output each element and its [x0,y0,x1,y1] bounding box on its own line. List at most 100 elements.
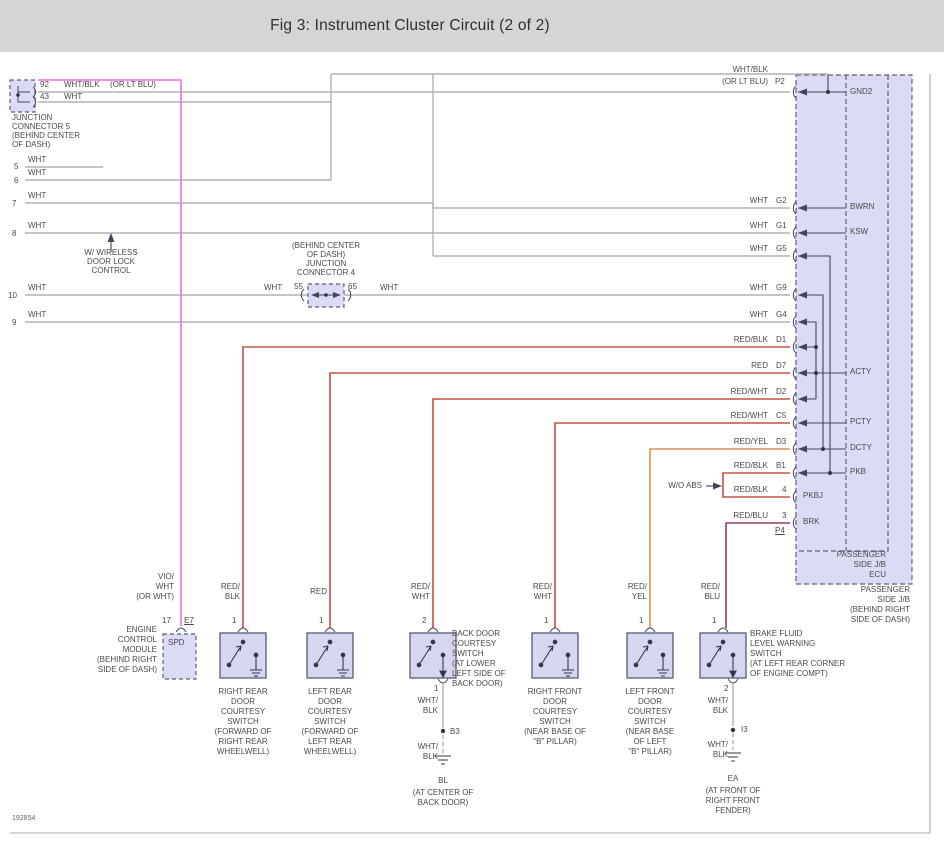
lf-name-7: "B" PILLAR) [628,747,672,756]
row9-num: 9 [12,318,17,327]
jb-label-4: SIDE OF DASH) [850,615,910,624]
jc4-wht-left: WHT [264,283,283,292]
rf-name-4: SWITCH [539,717,571,726]
rr-name-4: SWITCH [227,717,259,726]
g9-color: WHT [749,283,768,292]
bd-name-2: COURTESY [452,639,497,648]
jb-pcty: PCTY [850,417,872,426]
jc4-pin-65: 65 [348,282,357,291]
lf-name-2: DOOR [638,697,662,706]
ecm-name-4: (BEHIND RIGHT [97,655,157,664]
jb-acty: ACTY [850,367,872,376]
row8-num: 8 [12,229,17,238]
rr-name-6: RIGHT REAR [218,737,268,746]
lf-name-3: COURTESY [627,707,673,716]
row10-num: 10 [8,291,17,300]
bf-gnd-loc-3: FENDER) [715,806,751,815]
lr-name-2: DOOR [318,697,342,706]
g2-color: WHT [749,196,768,205]
pin-hooks [792,85,797,530]
ecm-spd: SPD [168,638,185,647]
lr-name-7: WHEELWELL) [303,747,357,756]
jc4-wht-right: WHT [380,283,399,292]
d3-color: RED/YEL [733,437,768,446]
red-yel-wire [649,448,790,628]
pin-4: 4 [782,485,787,494]
bf-pin: 1 [712,616,717,625]
d7-color: RED [751,361,768,370]
pin3-color: RED/BLU [733,511,768,520]
bf-name-3: SWITCH [750,649,782,658]
b1-color: RED/BLK [733,461,768,470]
pin-g9: G9 [776,283,787,292]
g5-color: WHT [749,244,768,253]
lr-name-6: LEFT REAR [308,737,352,746]
rf-color-1: RED/ [532,582,552,591]
lr-name-3: COURTESY [307,707,353,716]
bd-name-1: BACK DOOR [452,629,501,638]
switch-internals [226,639,737,679]
wireless-note-3: CONTROL [91,266,131,275]
bd-splice-b3: B3 [450,727,460,736]
ecm-name-1: ENGINE [126,625,157,634]
row6-num: 6 [14,176,19,185]
jb-pkbj: PKBJ [803,491,824,500]
jb-label-3: (BEHIND RIGHT [850,605,910,614]
bd-pin-1b: 1 [434,684,439,693]
pin-3: 3 [782,511,787,520]
bf-name-1: BRAKE FLUID [750,629,803,638]
jc4-name-2: OF DASH) [306,250,346,259]
lf-color-2: YEL [631,592,647,601]
rr-pin: 1 [232,616,237,625]
bf-gnd-color-3: WHT/ [707,740,728,749]
rr-name-2: DOOR [231,697,255,706]
conn-p4: P4 [775,526,785,535]
figure-title: Fig 3: Instrument Cluster Circuit (2 of … [270,17,550,34]
lf-color-1: RED/ [627,582,647,591]
bd-gnd-color-4: BLK [422,752,438,761]
pin-b1: B1 [776,461,786,470]
p2-color-1: WHT/BLK [732,65,768,74]
row10-color: WHT [28,283,47,292]
page-frame [10,74,931,834]
jb-ksw: KSW [850,227,869,236]
ecu-label-3: ECU [869,570,886,579]
rr-color-2: BLK [224,592,240,601]
ecm-name-3: MODULE [122,645,157,654]
pin-g2: G2 [776,196,787,205]
row5-num: 5 [14,162,19,171]
jc4-pin-55: 55 [294,282,303,291]
bf-gnd-color-1: WHT/ [707,696,728,705]
jb-pkb: PKB [850,467,867,476]
vio-color-3: (OR WHT) [136,592,174,601]
jc4-name-1: (BEHIND CENTER [291,241,361,250]
rf-name-6: "B" PILLAR) [533,737,577,746]
jc5-pin-92: 92 [40,80,49,89]
rf-name-5: (NEAR BASE OF [524,727,586,736]
wo-abs-arrow [706,482,722,490]
c5-color: RED/WHT [730,411,768,420]
bf-gnd-color-4: BLK [712,750,728,759]
switch-brake-fluid [699,632,747,679]
red-blu-wire [725,522,790,628]
g4-color: WHT [749,310,768,319]
wo-abs-note: W/O ABS [668,481,702,490]
wire43-color: WHT [64,92,83,101]
pin-d3: D3 [776,437,787,446]
wireless-arrow-icon [107,233,115,252]
pin-d1: D1 [776,335,787,344]
pin-g1: G1 [776,221,787,230]
wire92-alt-color: (OR LT BLU) [110,80,156,89]
d2-color: RED/WHT [730,387,768,396]
bf-name-5: OF ENGINE COMPT) [750,669,828,678]
bf-name-4: (AT LEFT REAR CORNER [750,659,846,668]
lf-name-4: SWITCH [634,717,666,726]
ecu-label-2: SIDE J/B [853,560,886,569]
bf-color-2: BLU [704,592,720,601]
doc-number: 192854 [12,815,36,822]
lr-pin: 1 [319,616,324,625]
jb-bwrn: BWRN [850,202,875,211]
bd-color-1: RED/ [410,582,430,591]
ecm-spd-box [162,627,197,680]
jb-brk: BRK [803,517,820,526]
